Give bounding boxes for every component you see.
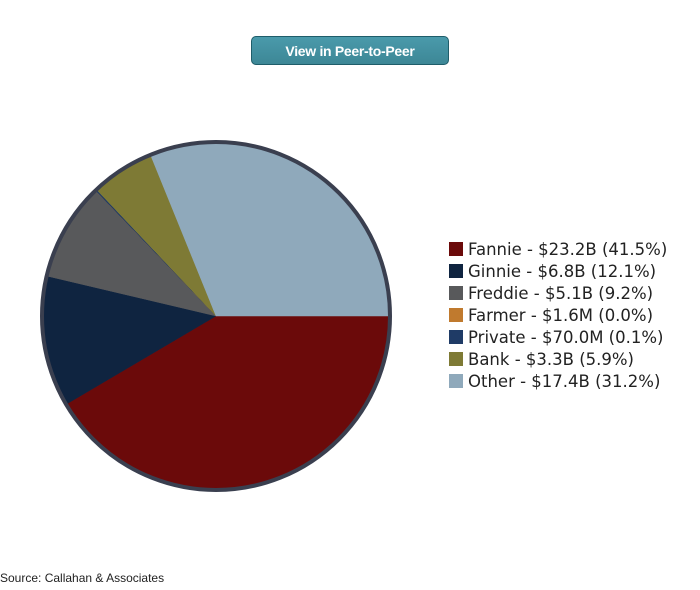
legend-swatch (449, 330, 463, 344)
legend-item-other: Other - $17.4B (31.2%) (449, 370, 667, 392)
legend-label: Fannie - $23.2B (41.5%) (468, 239, 668, 259)
view-in-peer-to-peer-button[interactable]: View in Peer-to-Peer (251, 36, 449, 65)
legend-label: Farmer - $1.6M (0.0%) (468, 305, 654, 325)
legend-item-private: Private - $70.0M (0.1%) (449, 326, 667, 348)
legend-swatch (449, 264, 463, 278)
legend-swatch (449, 352, 463, 366)
legend-item-farmer: Farmer - $1.6M (0.0%) (449, 304, 667, 326)
legend-label: Other - $17.4B (31.2%) (468, 371, 661, 391)
source-note: Source: Callahan & Associates (0, 571, 165, 585)
legend-swatch (449, 286, 463, 300)
legend-label: Private - $70.0M (0.1%) (468, 327, 664, 347)
legend-swatch (449, 374, 463, 388)
legend-swatch (449, 242, 463, 256)
legend: Fannie - $23.2B (41.5%) Ginnie - $6.8B (1… (449, 238, 667, 392)
legend-label: Freddie - $5.1B (9.2%) (468, 283, 654, 303)
legend-item-bank: Bank - $3.3B (5.9%) (449, 348, 667, 370)
legend-item-freddie: Freddie - $5.1B (9.2%) (449, 282, 667, 304)
legend-item-ginnie: Ginnie - $6.8B (12.1%) (449, 260, 667, 282)
legend-label: Ginnie - $6.8B (12.1%) (468, 261, 657, 281)
legend-label: Bank - $3.3B (5.9%) (468, 349, 634, 369)
legend-item-fannie: Fannie - $23.2B (41.5%) (449, 238, 667, 260)
legend-swatch (449, 308, 463, 322)
